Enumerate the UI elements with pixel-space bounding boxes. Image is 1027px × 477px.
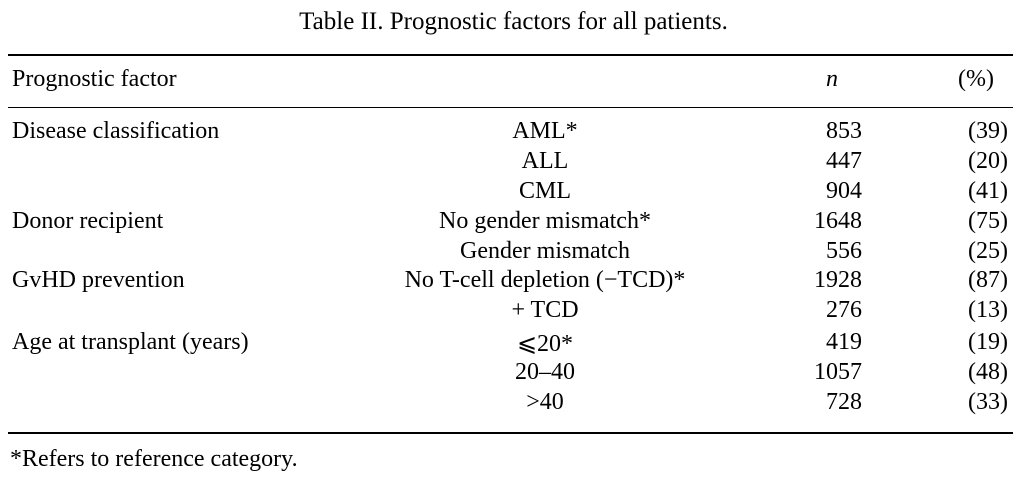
row-percent: (39) xyxy=(968,118,1008,144)
row-n: 1928 xyxy=(814,267,862,293)
row-factor: Age at transplant (years) xyxy=(12,329,249,355)
row-percent: (87) xyxy=(968,267,1008,293)
row-category: ⩽20* xyxy=(516,331,574,357)
row-factor: Donor recipient xyxy=(12,208,164,234)
row-category: CML xyxy=(518,178,571,204)
table-row: GvHD prevention No T-cell depletion (−TC… xyxy=(0,267,1027,297)
top-rule xyxy=(8,54,1013,56)
row-category: Gender mismatch xyxy=(460,238,630,264)
row-n: 447 xyxy=(826,148,862,174)
row-n: 419 xyxy=(826,329,862,355)
table-row: CML 904 (41) xyxy=(0,178,1027,208)
row-category: AML* xyxy=(512,118,578,144)
row-category: 20–40 xyxy=(515,359,575,385)
row-percent: (20) xyxy=(968,148,1008,174)
table-row: 20–40 1057 (48) xyxy=(0,359,1027,389)
table-row: Donor recipient No gender mismatch* 1648… xyxy=(0,208,1027,238)
row-category: ALL xyxy=(521,148,569,174)
row-category: >40 xyxy=(526,389,564,415)
row-percent: (19) xyxy=(968,329,1008,355)
header-n: n xyxy=(826,66,838,92)
table-row: Disease classification AML* 853 (39) xyxy=(0,118,1027,148)
table-row: + TCD 276 (13) xyxy=(0,297,1027,327)
row-percent: (33) xyxy=(968,389,1008,415)
table-row: Age at transplant (years) ⩽20* 419 (19) xyxy=(0,329,1027,359)
row-factor: Disease classification xyxy=(12,118,220,144)
row-n: 904 xyxy=(826,178,862,204)
row-percent: (25) xyxy=(968,238,1008,264)
row-n: 276 xyxy=(826,297,862,323)
row-n: 1057 xyxy=(814,359,862,385)
row-percent: (48) xyxy=(968,359,1008,385)
row-category: No T-cell depletion (−TCD)* xyxy=(404,267,686,293)
row-percent: (41) xyxy=(968,178,1008,204)
row-n: 1648 xyxy=(814,208,862,234)
row-n: 853 xyxy=(826,118,862,144)
table-row: ALL 447 (20) xyxy=(0,148,1027,178)
row-factor: GvHD prevention xyxy=(12,267,185,293)
table-caption: Table II. Prognostic factors for all pat… xyxy=(299,8,728,35)
row-category: No gender mismatch* xyxy=(439,208,651,234)
row-n: 556 xyxy=(826,238,862,264)
header-rule xyxy=(8,107,1013,108)
table-row: Gender mismatch 556 (25) xyxy=(0,238,1027,268)
table-footnote: *Refers to reference category. xyxy=(10,446,298,472)
header-percent: (%) xyxy=(958,66,994,92)
bottom-rule xyxy=(8,432,1013,434)
header-prognostic-factor: Prognostic factor xyxy=(12,66,177,92)
row-n: 728 xyxy=(826,389,862,415)
table-row: >40 728 (33) xyxy=(0,389,1027,419)
row-category: + TCD xyxy=(511,297,579,323)
row-percent: (13) xyxy=(968,297,1008,323)
row-percent: (75) xyxy=(968,208,1008,234)
